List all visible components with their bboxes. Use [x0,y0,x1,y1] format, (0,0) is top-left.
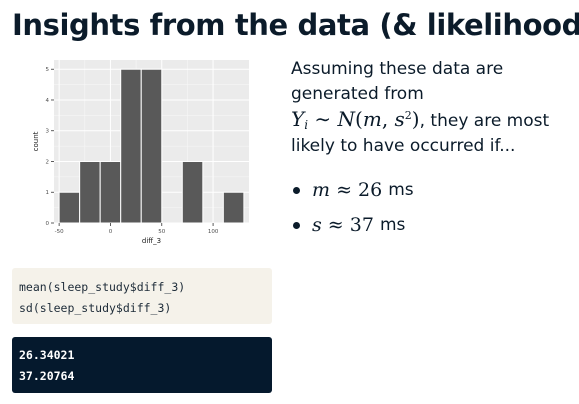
explanation-text: Assuming these data are generated from Y… [291,57,571,159]
bars [58,68,245,224]
histogram-bar [79,160,101,224]
bullet-dot [293,221,300,229]
formula-tilde: ∼ [308,107,338,131]
y-axis-label: count [32,131,40,151]
x-tick-label: 100 [208,229,219,235]
estimate-unit: ms [388,180,414,200]
histogram-bar [140,68,163,224]
formula-line: Yi ∼ N(m, s2), they are most [291,107,571,134]
y-tick-label: 3 [46,129,50,135]
output-line: 37.20764 [19,369,75,383]
formula-comma: , [381,107,395,131]
histogram-bar [222,191,245,224]
x-tick-label: 50 [158,229,165,235]
histogram-bar [99,160,122,224]
estimate-var: m [312,179,331,201]
estimate-approx: ≈ [321,214,350,236]
histogram-bar [120,68,142,224]
histogram-bar [181,160,204,224]
code-line: sd(sleep_study$diff_3) [19,301,172,315]
estimate-expression: m ≈ 26 [312,179,382,201]
histogram-chart: -50 0 50 100 0 1 2 3 4 5 diff_3 count [30,56,260,256]
formula-y: Y [291,107,305,131]
y-tick-label: 5 [46,67,50,73]
formula-open: ( [355,107,363,131]
code-block[interactable]: mean(sleep_study$diff_3) sd(sleep_study$… [12,268,272,324]
formula-close: ) [411,107,420,131]
text-line-2: generated from [291,84,424,104]
formula-n: N [337,107,356,131]
x-tick-label: -50 [55,229,64,235]
text-line-4: likely to have occurred if... [291,136,516,156]
histogram-bar [58,191,81,224]
output-line: 26.34021 [19,348,75,362]
formula-m: m [362,107,382,131]
x-axis-ticks: -50 0 50 100 [55,223,219,235]
x-tick-label: 0 [109,229,113,235]
x-axis-label: diff_3 [142,237,161,245]
code-line: mean(sleep_study$diff_3) [19,280,186,294]
formula-subscript: i [304,118,309,132]
slide-title: Insights from the data (& likelihood) [12,8,579,42]
estimate-value: 37 [349,214,374,236]
estimate-value: 26 [358,179,383,201]
formula-s: s [394,107,405,131]
text-after-formula: , they are most [419,111,550,131]
y-tick-label: 4 [46,98,50,104]
y-axis-ticks: 0 1 2 3 4 5 [46,67,54,227]
output-block[interactable]: 26.34021 37.20764 [12,337,272,393]
text-line-1: Assuming these data are [291,59,504,79]
estimate-expression: s ≈ 37 [312,214,374,236]
estimate-mean: m ≈ 26 ms [291,175,571,205]
estimate-var: s [312,214,322,236]
model-formula: Yi ∼ N(m, s2) [291,107,420,131]
y-tick-label: 1 [46,190,50,196]
formula-superscript: 2 [404,109,412,122]
y-tick-label: 2 [46,159,50,165]
estimate-unit: ms [379,215,406,235]
y-tick-label: 0 [46,221,50,227]
estimate-list: m ≈ 26 ms s ≈ 37 ms [291,175,571,245]
estimate-approx: ≈ [330,179,359,201]
histogram-svg: -50 0 50 100 0 1 2 3 4 5 diff_3 count [32,60,249,245]
estimate-sd: s ≈ 37 ms [291,210,571,240]
bullet-dot [293,186,300,194]
